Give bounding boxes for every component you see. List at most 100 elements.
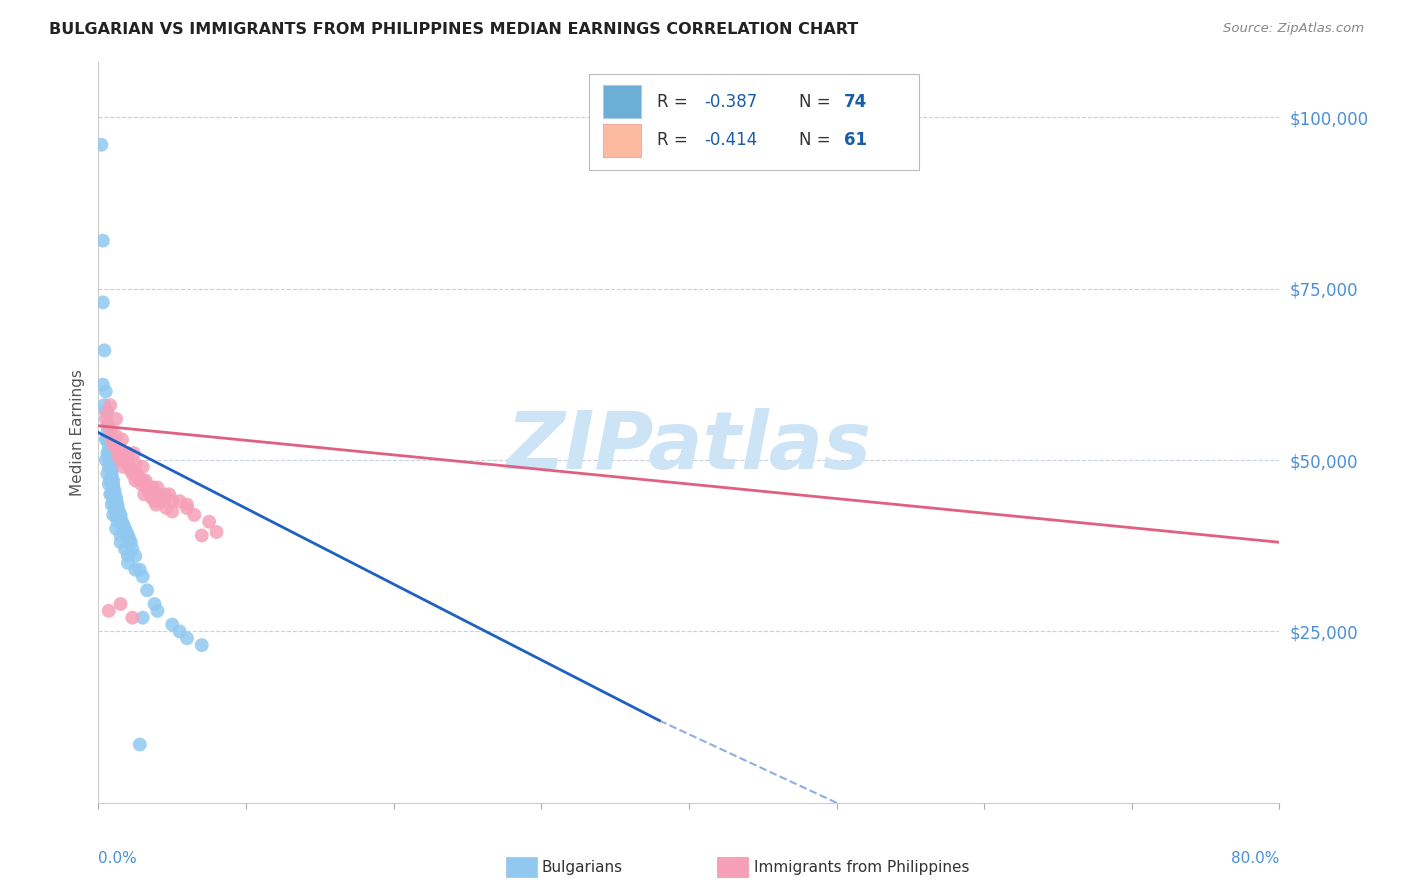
- Text: 74: 74: [844, 93, 868, 111]
- Point: [127, 470, 149, 484]
- Point: [103, 494, 125, 508]
- Point: [146, 604, 169, 618]
- Point: [114, 446, 136, 460]
- Point: [157, 487, 180, 501]
- Point: [114, 542, 136, 557]
- Point: [198, 515, 221, 529]
- Text: Source: ZipAtlas.com: Source: ZipAtlas.com: [1223, 22, 1364, 36]
- Point: [107, 498, 129, 512]
- Point: [111, 515, 134, 529]
- Point: [117, 556, 139, 570]
- Point: [96, 418, 118, 433]
- Point: [183, 508, 205, 522]
- Point: [94, 384, 117, 399]
- Point: [139, 487, 162, 501]
- Bar: [603, 85, 641, 119]
- Point: [103, 508, 125, 522]
- Point: [110, 508, 132, 522]
- Point: [91, 295, 114, 310]
- Point: [105, 494, 128, 508]
- Point: [143, 597, 166, 611]
- Text: Immigrants from Philippines: Immigrants from Philippines: [754, 860, 969, 874]
- Point: [98, 487, 121, 501]
- Point: [96, 467, 118, 481]
- Point: [139, 480, 162, 494]
- Text: N =: N =: [799, 93, 835, 111]
- Point: [100, 487, 122, 501]
- Point: [124, 474, 146, 488]
- Point: [97, 450, 120, 464]
- Point: [100, 498, 122, 512]
- Point: [94, 405, 117, 419]
- Point: [169, 624, 191, 639]
- Point: [121, 467, 143, 481]
- Point: [118, 532, 141, 546]
- Point: [100, 463, 122, 477]
- Point: [117, 457, 139, 471]
- Point: [110, 597, 132, 611]
- Point: [103, 480, 125, 494]
- Point: [111, 433, 134, 447]
- Point: [142, 480, 165, 494]
- Point: [100, 470, 122, 484]
- Point: [104, 487, 127, 501]
- Point: [91, 377, 114, 392]
- Point: [110, 535, 132, 549]
- Text: R =: R =: [657, 93, 693, 111]
- Point: [128, 738, 150, 752]
- Point: [96, 446, 118, 460]
- Point: [149, 494, 172, 508]
- Point: [162, 504, 183, 518]
- Point: [115, 524, 138, 539]
- Point: [103, 474, 125, 488]
- Point: [162, 617, 183, 632]
- Point: [117, 446, 139, 460]
- Point: [145, 498, 167, 512]
- Text: -0.387: -0.387: [704, 93, 758, 111]
- Point: [108, 450, 131, 464]
- Point: [112, 518, 135, 533]
- Point: [91, 234, 114, 248]
- Point: [98, 453, 121, 467]
- Point: [138, 483, 160, 498]
- Point: [132, 569, 155, 583]
- Point: [162, 494, 183, 508]
- Point: [176, 498, 198, 512]
- Point: [110, 453, 132, 467]
- Point: [191, 528, 214, 542]
- Point: [97, 604, 120, 618]
- Point: [105, 412, 128, 426]
- Point: [176, 632, 198, 646]
- Point: [125, 467, 148, 481]
- Point: [136, 480, 159, 494]
- Point: [107, 501, 129, 516]
- Point: [141, 491, 163, 505]
- Point: [121, 542, 143, 557]
- Point: [117, 549, 139, 563]
- Point: [105, 491, 128, 505]
- Point: [169, 494, 191, 508]
- Point: [120, 535, 142, 549]
- FancyBboxPatch shape: [589, 73, 920, 169]
- Point: [136, 583, 159, 598]
- Point: [98, 425, 121, 440]
- Point: [152, 494, 174, 508]
- Point: [129, 477, 152, 491]
- Point: [118, 459, 141, 474]
- Bar: [603, 123, 641, 157]
- Point: [124, 563, 146, 577]
- Point: [97, 459, 120, 474]
- Point: [98, 398, 121, 412]
- Point: [107, 515, 129, 529]
- Point: [96, 425, 118, 440]
- Point: [132, 459, 155, 474]
- Point: [205, 524, 228, 539]
- Point: [98, 457, 121, 471]
- Point: [153, 487, 176, 501]
- Text: R =: R =: [657, 131, 693, 149]
- Point: [97, 477, 120, 491]
- Point: [90, 137, 112, 152]
- Point: [96, 433, 118, 447]
- Point: [111, 446, 134, 460]
- Point: [110, 528, 132, 542]
